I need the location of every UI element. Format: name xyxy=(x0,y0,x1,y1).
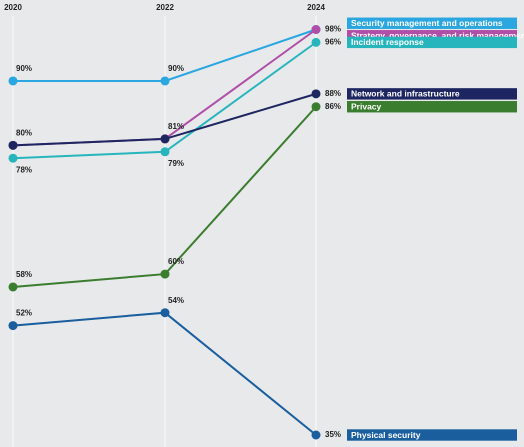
value-label: 52% xyxy=(16,309,32,318)
year-label: 2024 xyxy=(307,3,325,12)
data-point xyxy=(160,76,170,86)
data-point xyxy=(8,153,18,163)
value-label: 58% xyxy=(16,270,32,279)
value-label: 54% xyxy=(168,296,184,305)
legend-swatch xyxy=(347,88,517,100)
data-point xyxy=(311,102,321,112)
data-point xyxy=(8,76,18,86)
data-point xyxy=(311,430,321,440)
value-label: 78% xyxy=(16,165,32,174)
data-point xyxy=(160,308,170,318)
year-label: 2020 xyxy=(4,3,22,12)
legend-swatch xyxy=(347,429,517,441)
data-point xyxy=(8,140,18,150)
value-label: 60% xyxy=(168,257,184,266)
value-label: 86% xyxy=(325,102,341,111)
data-point xyxy=(160,134,170,144)
value-label: 80% xyxy=(16,128,32,137)
value-label: 88% xyxy=(325,89,341,98)
year-label: 2022 xyxy=(156,3,174,12)
data-point xyxy=(160,147,170,157)
data-point xyxy=(8,321,18,331)
value-label: 90% xyxy=(16,64,32,73)
data-point xyxy=(8,282,18,292)
legend-swatch xyxy=(347,30,517,42)
legend-text: Strategy, governance, and risk managemen… xyxy=(351,31,524,41)
data-point xyxy=(160,269,170,279)
value-label: 35% xyxy=(325,430,341,439)
legend-text: Incident response xyxy=(351,37,424,47)
legend-text: Security management and operations xyxy=(351,18,503,28)
value-label: 79% xyxy=(168,159,184,168)
legend-swatch xyxy=(347,101,517,113)
value-label: 96% xyxy=(325,37,341,46)
legend-text: Privacy xyxy=(351,101,382,111)
value-label: 81% xyxy=(168,122,184,131)
legend-swatch xyxy=(347,17,517,29)
value-label: 90% xyxy=(168,64,184,73)
data-point xyxy=(311,25,321,34)
value-label: 98% xyxy=(325,25,341,34)
legend-swatch xyxy=(347,36,517,49)
data-point xyxy=(311,37,321,47)
legend-text: Network and infrastructure xyxy=(351,89,460,99)
legend-text: Physical security xyxy=(351,430,421,440)
data-point xyxy=(311,89,321,99)
